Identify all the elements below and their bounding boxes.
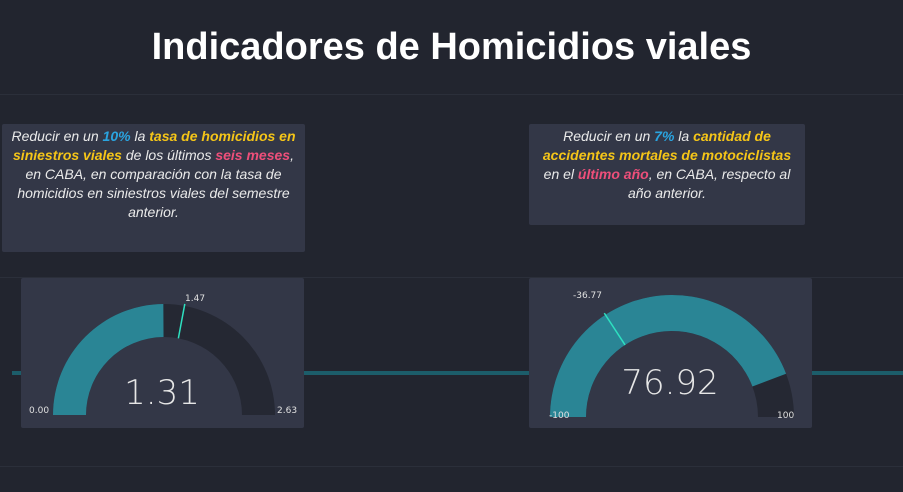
indicator1-text-3: de los últimos	[121, 147, 216, 163]
divider-bottom	[0, 466, 903, 467]
indicator1-target-label: 1.47	[185, 294, 206, 304]
indicator2-gauge-fill	[550, 295, 787, 417]
page-title: Indicadores de Homicidios viales	[151, 26, 752, 68]
indicator1-gauge-max-label: 2.63	[277, 406, 298, 416]
indicator2-gauge-value: 76.92	[621, 363, 719, 403]
background-band	[12, 371, 903, 375]
indicator1-gauge-min-label: 0.00	[29, 406, 50, 416]
indicator1-gauge	[53, 303, 275, 415]
indicator1-period: seis meses	[215, 147, 291, 163]
indicator2-text-1: Reducir en un	[563, 128, 655, 144]
indicator2-target-label: -36.77	[573, 291, 603, 301]
indicator1-target-marker	[177, 303, 186, 339]
indicator1-metric: tasa de homicidios en siniestros viales	[13, 128, 296, 163]
indicator2-gauge	[550, 295, 794, 417]
indicator2-text-2: la	[674, 128, 694, 144]
divider-top	[0, 94, 903, 95]
indicator1-gauge-value: 1.31	[124, 373, 200, 413]
indicator2-text-3: en el	[543, 166, 578, 182]
indicator1-description-card: Reducir en un 10% la tasa de homicidios …	[2, 124, 305, 252]
divider-middle	[0, 277, 903, 278]
indicator2-gauge-min-label: -100	[549, 411, 570, 421]
indicator2-period: último año	[577, 166, 649, 182]
indicator2-gauge-card: 76.92 -100 100 -36.77	[529, 278, 812, 428]
indicator2-target-percent: 7%	[654, 128, 675, 144]
indicator2-metric: cantidad de accidentes mortales de motoc…	[542, 128, 792, 163]
indicator2-text-4: , en CABA, respecto al año anterior.	[627, 166, 791, 201]
indicator1-gauge-fill	[53, 304, 164, 415]
indicator2-target-marker	[603, 312, 626, 346]
indicator1-gauge-card: 1.31 0.00 2.63 1.47	[21, 278, 304, 428]
indicator1-target-percent: 10%	[102, 128, 131, 144]
indicator1-text-2: la	[130, 128, 150, 144]
indicator1-text-1: Reducir en un	[11, 128, 103, 144]
indicator2-gauge-max-label: 100	[777, 411, 795, 421]
indicator1-text-4: , en CABA, en comparación con la tasa de…	[17, 147, 294, 220]
indicator2-description-card: Reducir en un 7% la cantidad de accident…	[529, 124, 805, 225]
